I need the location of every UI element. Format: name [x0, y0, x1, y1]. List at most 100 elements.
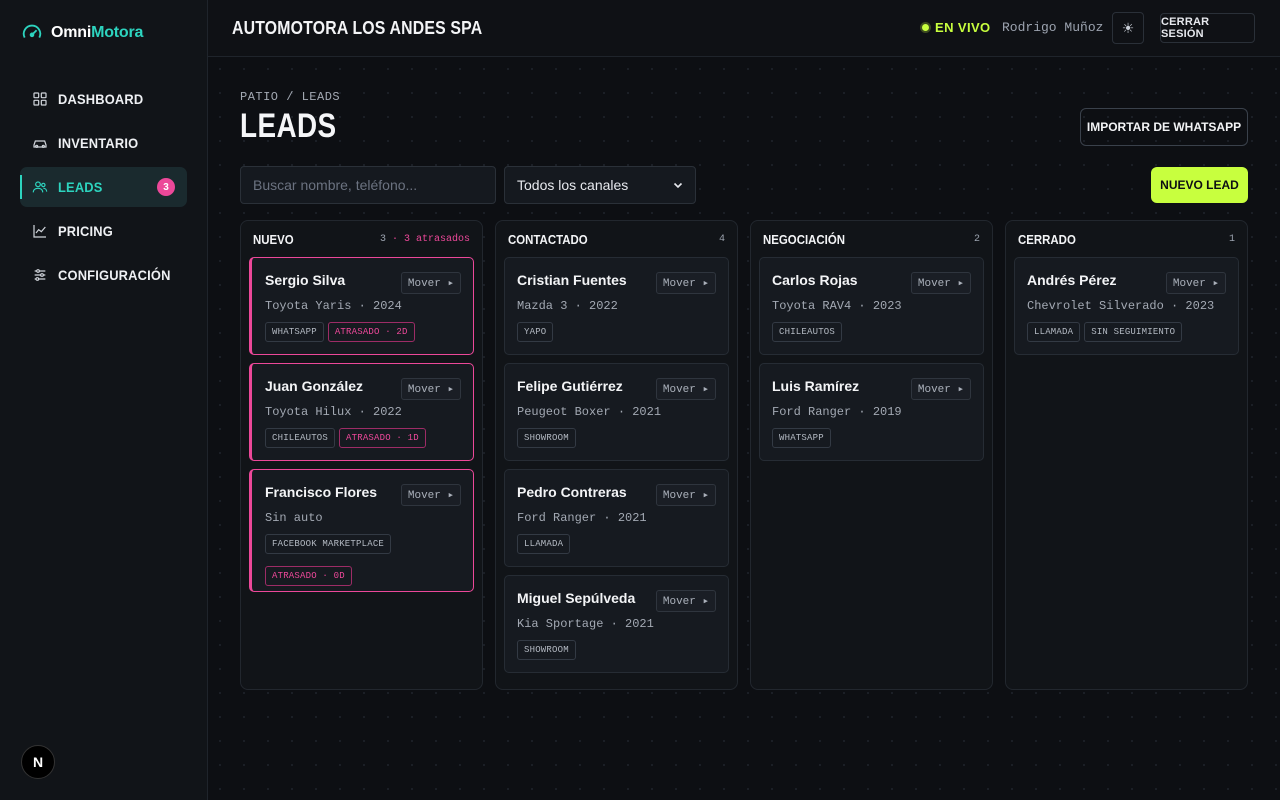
column-title: CERRADO	[1018, 232, 1076, 247]
brand-logo[interactable]: OmniMotora	[21, 22, 143, 44]
live-indicator: EN VIVO	[922, 20, 991, 35]
lead-name: Juan González	[265, 378, 364, 394]
sidebar-item-label: LEADS	[58, 179, 103, 195]
column-title: CONTACTADO	[508, 232, 588, 247]
move-button[interactable]: Mover ▸	[656, 378, 716, 400]
column-count: 4	[718, 234, 725, 245]
lead-vehicle: Toyota RAV4 · 2023	[772, 299, 902, 313]
leads-count-badge: 3	[157, 178, 175, 196]
page-title: LEADS	[240, 107, 337, 145]
nextjs-avatar[interactable]: N	[21, 745, 55, 779]
move-button[interactable]: Mover ▸	[656, 590, 716, 612]
new-lead-button[interactable]: NUEVO LEAD	[1151, 167, 1248, 203]
lead-card[interactable]: Sergio Silva Mover ▸ Toyota Yaris · 2024…	[249, 257, 474, 355]
lead-name: Luis Ramírez	[772, 378, 860, 394]
lead-name: Cristian Fuentes	[517, 272, 627, 288]
move-button[interactable]: Mover ▸	[401, 378, 461, 400]
sidebar-nav: DASHBOARD INVENTARIO LEADS 3 PRICING CON…	[20, 79, 187, 299]
sidebar-item-label: INVENTARIO	[58, 135, 139, 151]
lead-name: Francisco Flores	[265, 484, 378, 500]
lead-name: Felipe Gutiérrez	[517, 378, 623, 394]
lead-card[interactable]: Juan González Mover ▸ Toyota Hilux · 202…	[249, 363, 474, 461]
channel-tag: FACEBOOK MARKETPLACE	[265, 534, 392, 554]
main-content: PATIO / LEADS LEADS IMPORTAR DE WHATSAPP…	[208, 57, 1280, 800]
kanban-column-cerrado: CERRADO 1 Andrés Pérez Mover ▸ Chevrolet…	[1005, 220, 1248, 690]
lead-vehicle: Sin auto	[265, 511, 323, 525]
topbar: AUTOMOTORA LOS ANDES SPA EN VIVO Rodrigo…	[208, 0, 1280, 57]
lead-card[interactable]: Andrés Pérez Mover ▸ Chevrolet Silverado…	[1014, 257, 1239, 355]
lead-vehicle: Chevrolet Silverado · 2023	[1027, 299, 1215, 313]
live-dot-icon	[922, 24, 929, 31]
sun-icon: ☀	[1121, 19, 1135, 36]
brand-name: OmniMotora	[51, 24, 144, 41]
column-count: 1	[1228, 234, 1235, 245]
move-button[interactable]: Mover ▸	[401, 484, 461, 506]
channel-tag: YAPO	[517, 322, 554, 342]
channel-select[interactable]: Todos los canales	[504, 166, 696, 204]
sidebar-item-dashboard[interactable]: DASHBOARD	[20, 79, 187, 119]
move-button[interactable]: Mover ▸	[1166, 272, 1226, 294]
sidebar-item-configuracion[interactable]: CONFIGURACIÓN	[20, 255, 187, 295]
sidebar-item-label: CONFIGURACIÓN	[58, 267, 171, 283]
kanban-column-nuevo: NUEVO 3 · 3 atrasados Sergio Silva Mover…	[240, 220, 483, 690]
channel-tag: LLAMADA	[517, 534, 571, 554]
lead-name: Sergio Silva	[265, 272, 346, 288]
car-icon	[33, 140, 47, 148]
column-count: 3 · 3 atrasados	[379, 234, 470, 245]
sidebar-item-inventario[interactable]: INVENTARIO	[20, 123, 187, 163]
sliders-icon	[34, 269, 46, 281]
overdue-count: · 3 atrasados	[391, 234, 470, 245]
lead-name: Miguel Sepúlveda	[517, 590, 636, 606]
column-title: NEGOCIACIÓN	[763, 232, 845, 247]
search-input[interactable]	[240, 166, 496, 204]
user-name: Rodrigo Muñoz	[1002, 20, 1104, 35]
breadcrumb: PATIO / LEADS	[240, 90, 341, 104]
overdue-tag: ATRASADO · 2D	[327, 322, 415, 342]
channel-tag: CHILEAUTOS	[265, 428, 336, 448]
lead-card[interactable]: Felipe Gutiérrez Mover ▸ Peugeot Boxer ·…	[504, 363, 729, 461]
channel-tag: CHILEAUTOS	[772, 322, 843, 342]
sidebar-item-pricing[interactable]: PRICING	[20, 211, 187, 251]
company-name: AUTOMOTORA LOS ANDES SPA	[232, 18, 483, 38]
users-icon	[32, 181, 48, 193]
lead-vehicle: Toyota Yaris · 2024	[265, 299, 402, 313]
move-button[interactable]: Mover ▸	[911, 272, 971, 294]
lead-card[interactable]: Francisco Flores Mover ▸ Sin auto FACEBO…	[249, 469, 474, 592]
logout-button[interactable]: CERRAR SESIÓN	[1160, 13, 1255, 43]
overdue-tag: ATRASADO · 1D	[339, 428, 426, 448]
channel-tag: SHOWROOM	[517, 428, 576, 448]
chart-line-icon	[33, 225, 46, 238]
lead-vehicle: Toyota Hilux · 2022	[265, 405, 402, 419]
import-whatsapp-button[interactable]: IMPORTAR DE WHATSAPP	[1080, 108, 1248, 146]
lead-card[interactable]: Luis Ramírez Mover ▸ Ford Ranger · 2019 …	[759, 363, 984, 461]
kanban-column-negociacion: NEGOCIACIÓN 2 Carlos Rojas Mover ▸ Toyot…	[750, 220, 993, 690]
overdue-tag: ATRASADO · 0D	[265, 566, 352, 586]
speedometer-icon	[22, 24, 42, 39]
status-tag: SIN SEGUIMIENTO	[1084, 322, 1183, 342]
theme-toggle-button[interactable]: ☀	[1112, 12, 1144, 44]
lead-card[interactable]: Miguel Sepúlveda Mover ▸ Kia Sportage · …	[504, 575, 729, 673]
lead-name: Pedro Contreras	[517, 484, 627, 500]
sidebar-item-leads[interactable]: LEADS 3	[20, 167, 187, 207]
lead-card[interactable]: Carlos Rojas Mover ▸ Toyota RAV4 · 2023 …	[759, 257, 984, 355]
column-title: NUEVO	[253, 232, 294, 247]
lead-name: Carlos Rojas	[772, 272, 858, 288]
channel-tag: LLAMADA	[1027, 322, 1081, 342]
sidebar-item-label: PRICING	[58, 223, 113, 239]
lead-card[interactable]: Pedro Contreras Mover ▸ Ford Ranger · 20…	[504, 469, 729, 567]
move-button[interactable]: Mover ▸	[656, 484, 716, 506]
move-button[interactable]: Mover ▸	[911, 378, 971, 400]
grid-icon	[33, 92, 47, 106]
live-label: EN VIVO	[935, 20, 991, 35]
lead-vehicle: Ford Ranger · 2021	[517, 511, 647, 525]
move-button[interactable]: Mover ▸	[401, 272, 461, 294]
channel-tag: SHOWROOM	[517, 640, 576, 660]
lead-card[interactable]: Cristian Fuentes Mover ▸ Mazda 3 · 2022 …	[504, 257, 729, 355]
sidebar: OmniMotora DASHBOARD INVENTARIO LEADS 3 …	[0, 0, 208, 800]
column-count: 2	[973, 234, 980, 245]
move-button[interactable]: Mover ▸	[656, 272, 716, 294]
channel-tag: WHATSAPP	[265, 322, 324, 342]
lead-vehicle: Mazda 3 · 2022	[517, 299, 618, 313]
lead-vehicle: Ford Ranger · 2019	[772, 405, 902, 419]
channel-tag: WHATSAPP	[772, 428, 831, 448]
